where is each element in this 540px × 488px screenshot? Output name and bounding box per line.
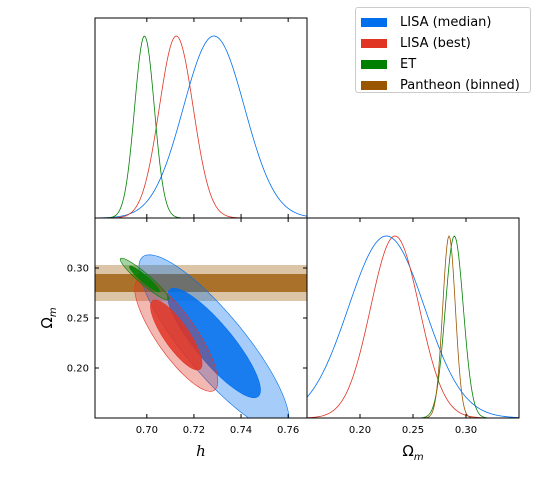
legend-swatch [361, 18, 387, 27]
legend-item-lisa-median: LISA (median) [361, 12, 530, 33]
omega-marginal-curve-3 [307, 234, 519, 418]
h-marginal-frame [94, 17, 308, 219]
contour-1sigma-1 [150, 299, 203, 371]
h-marginal-curve-2 [95, 35, 307, 218]
legend-label: ET [400, 57, 417, 72]
legend-label: LISA (median) [400, 15, 492, 30]
contour-1sigma-2 [129, 265, 160, 293]
legend-label: LISA (best) [400, 36, 471, 51]
omega-tick-label-y: 0.30 [67, 264, 89, 275]
h-omega-contour-panel [94, 217, 308, 419]
omega-tick-label-x: 0.25 [402, 425, 424, 436]
h-marginal-curve-1 [95, 35, 307, 218]
h-marginal-panel [94, 17, 308, 219]
legend: LISA (median) LISA (best) ET Pantheon (b… [355, 7, 531, 93]
axis-labels: 0.70 0.72 0.74 0.76 0.20 0.20 0.25 0.25 0.30 0.30… [38, 18, 477, 463]
legend-swatch [361, 39, 387, 48]
omega-axis-label-x: Ωm [402, 442, 423, 463]
h-tick-label: 0.74 [230, 425, 252, 436]
legend-item-pantheon: Pantheon (binned) [361, 75, 530, 96]
omega-tick-label-x: 0.30 [455, 425, 477, 436]
omega-subscript: m [414, 452, 424, 463]
omega-marginal-curve-1 [307, 235, 519, 418]
omega-marginal-curve-2 [307, 235, 519, 418]
omega-tick-label-x: 0.20 [349, 425, 371, 436]
legend-item-et: ET [361, 54, 530, 75]
legend-item-lisa-best: LISA (best) [361, 33, 530, 54]
h-tick-label: 0.72 [183, 425, 205, 436]
omega-marginal-frame [306, 217, 520, 419]
h-axis-label: h [196, 442, 206, 460]
legend-swatch [361, 60, 387, 69]
omega-marginal-curve-0 [307, 235, 519, 418]
legend-swatch [361, 81, 387, 90]
h-tick-label: 0.70 [136, 425, 158, 436]
legend-label: Pantheon (binned) [400, 78, 520, 93]
omega-subscript: m [48, 307, 59, 317]
omega-axis-label-y: Ωm [38, 307, 59, 328]
omega-tick-label-y: 0.20 [67, 364, 89, 375]
h-marginal-curve-0 [95, 35, 307, 218]
omega-marginal-panel [306, 217, 520, 419]
omega-tick-label-y: 0.25 [67, 314, 89, 325]
contour-1sigma-0 [167, 287, 261, 399]
h-tick-label: 0.76 [277, 425, 299, 436]
